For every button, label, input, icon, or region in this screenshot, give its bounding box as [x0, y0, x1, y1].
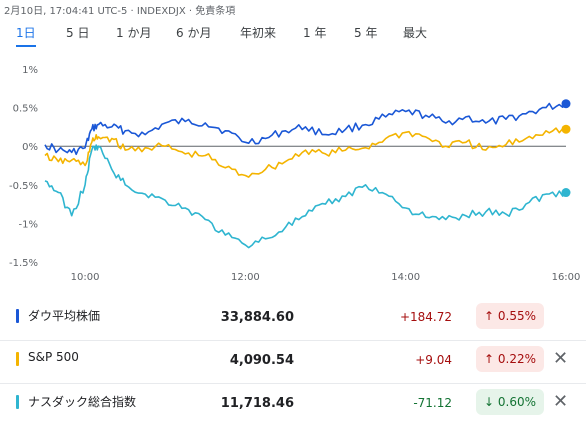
series-line	[44, 144, 567, 249]
range-tab-5[interactable]: 1 年	[303, 26, 327, 40]
series-end-dot	[561, 188, 571, 198]
index-row[interactable]: ナスダック総合指数 11,718.46 -71.12 ↓ 0.60% ✕	[0, 383, 586, 426]
x-tick-label: 10:00	[71, 272, 100, 283]
index-name: ダウ平均株価	[28, 309, 101, 323]
y-tick-label: -1.5%	[9, 258, 38, 269]
timestamp-disclaimer: 2月10日, 17:04:41 UTC-5 · INDEXDJX · 免責条項	[4, 6, 236, 17]
index-price: 33,884.60	[220, 310, 294, 325]
remove-comparison-icon[interactable]: ✕	[553, 391, 569, 412]
x-tick-label: 16:00	[552, 272, 581, 283]
percent-change-badge: ↑ 0.22%	[476, 346, 544, 372]
index-change: +184.72	[399, 310, 452, 324]
y-tick-label: -1%	[19, 219, 38, 230]
remove-comparison-icon[interactable]: ✕	[553, 348, 569, 369]
range-tab-4[interactable]: 年初来	[240, 26, 277, 40]
index-row[interactable]: S&P 500 4,090.54 +9.04 ↑ 0.22% ✕	[0, 340, 586, 383]
series-end-dot	[561, 124, 571, 134]
index-name: ナスダック総合指数	[28, 395, 137, 409]
range-tab-0[interactable]: 1日	[16, 24, 36, 47]
x-tick-label: 14:00	[391, 272, 420, 283]
index-change: +9.04	[415, 353, 452, 367]
index-price: 11,718.46	[220, 396, 294, 411]
range-tab-7[interactable]: 最大	[403, 26, 428, 40]
intraday-chart: 1% 0.5% 0% -0.5% -1% -1.5% 10:00 12:00 14:00 16:0…	[9, 65, 581, 283]
index-change: -71.12	[413, 396, 452, 410]
percent-change-badge: ↓ 0.60%	[476, 389, 544, 415]
range-tabs: 1日 5 日 1 か月 6 か月 年初来 1 年 5 年 最大	[0, 24, 586, 47]
series-end-dot	[561, 99, 571, 109]
index-name: S&P 500	[28, 350, 79, 364]
range-tab-3[interactable]: 6 か月	[176, 26, 212, 40]
range-tab-6[interactable]: 5 年	[354, 26, 378, 40]
index-row[interactable]: ダウ平均株価 33,884.60 +184.72 ↑ 0.55%	[0, 298, 586, 340]
y-tick-label: 1%	[22, 65, 38, 76]
range-tab-2[interactable]: 1 か月	[116, 26, 152, 40]
series-line	[44, 102, 567, 156]
series-color-swatch	[16, 395, 19, 409]
y-tick-label: 0.5%	[13, 104, 38, 115]
percent-change-badge: ↑ 0.55%	[476, 303, 544, 329]
range-tab-1[interactable]: 5 日	[66, 26, 90, 40]
index-price: 4,090.54	[229, 353, 294, 368]
series-color-swatch	[16, 352, 19, 366]
series-color-swatch	[16, 309, 19, 323]
index-list: ダウ平均株価 33,884.60 +184.72 ↑ 0.55% S&P 500 4,09…	[0, 298, 586, 426]
series-line	[44, 127, 567, 178]
y-tick-label: -0.5%	[9, 181, 38, 192]
y-tick-label: 0%	[22, 142, 38, 153]
x-tick-label: 12:00	[231, 272, 260, 283]
